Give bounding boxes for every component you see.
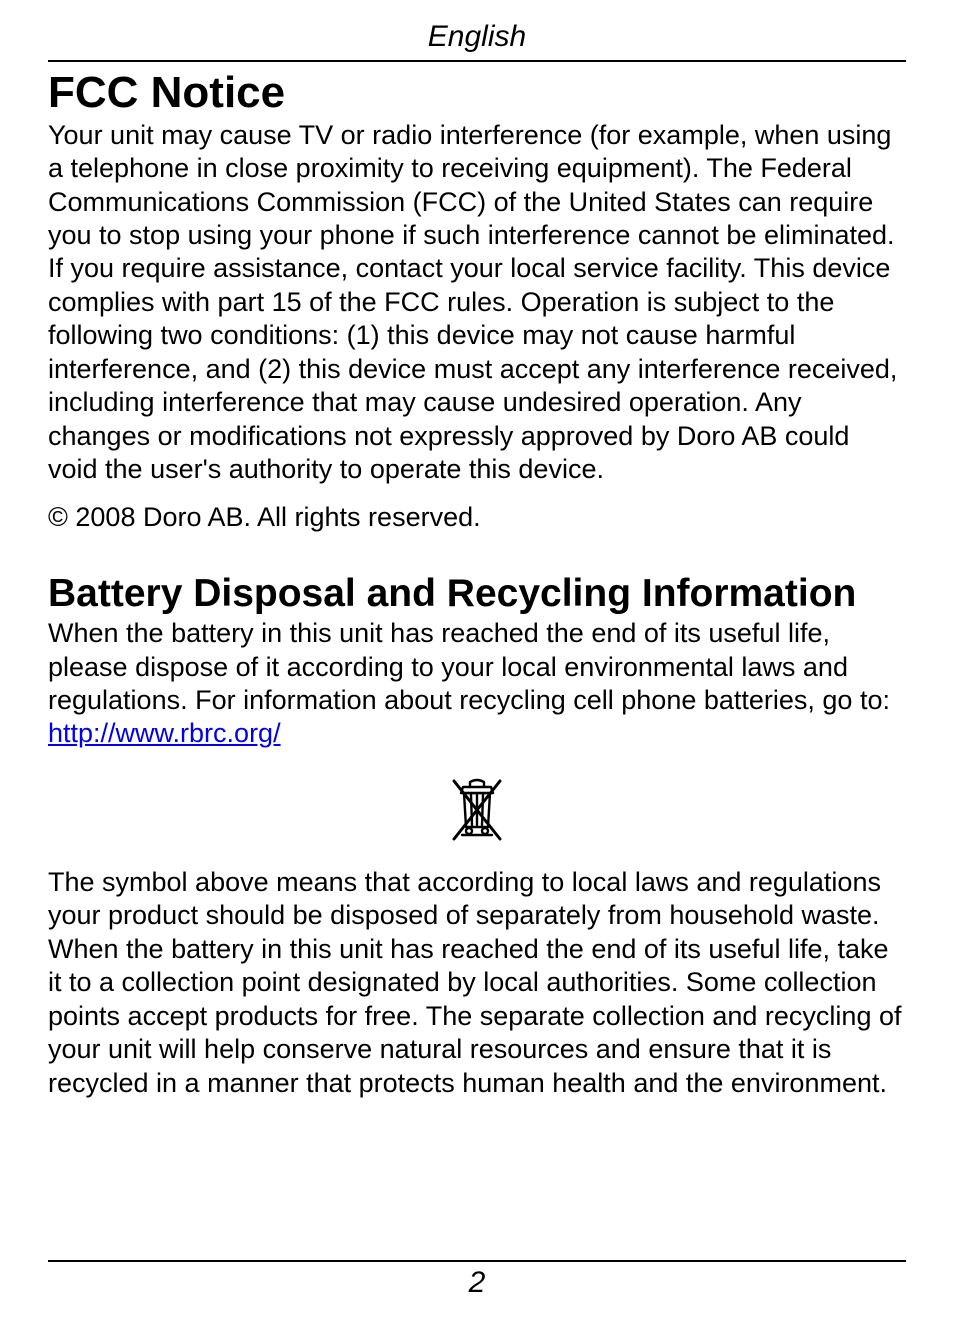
footer-rule [48,1260,906,1262]
fcc-notice-heading: FCC Notice [48,68,906,119]
page-number: 2 [48,1266,906,1300]
header-rule [48,60,906,62]
weee-icon-wrap [48,773,906,848]
page-header-language: English [48,20,906,60]
battery-disposal-after-icon: The symbol above means that according to… [48,866,906,1100]
weee-crossed-bin-icon [444,773,510,843]
battery-disposal-intro: When the battery in this unit has reache… [48,617,906,751]
copyright-line: © 2008 Doro AB. All rights reserved. [48,501,906,534]
page-footer: 2 [48,1260,906,1300]
battery-disposal-intro-text: When the battery in this unit has reache… [48,618,890,715]
battery-disposal-heading: Battery Disposal and Recycling Informati… [48,572,906,617]
rbrc-link[interactable]: http://www.rbrc.org/ [48,718,281,748]
fcc-notice-body: Your unit may cause TV or radio interfer… [48,119,906,487]
